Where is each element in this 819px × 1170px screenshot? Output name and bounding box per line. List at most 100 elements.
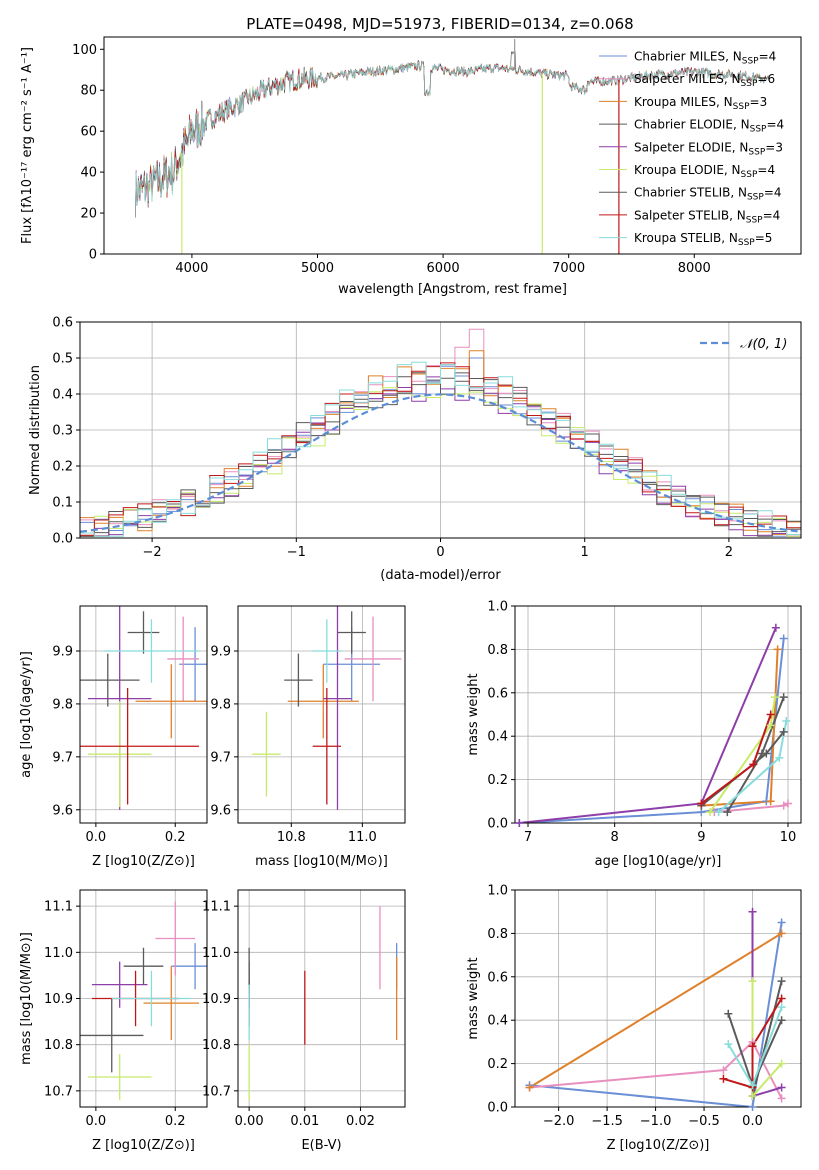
y-tick-label: 9.7 [52, 750, 73, 765]
mass_vs_Z-plot-area [80, 901, 207, 1101]
axes-frame [514, 605, 802, 824]
y-tick-label: 0.6 [487, 970, 508, 985]
spectrum-line [135, 61, 770, 218]
weight-marker [525, 1083, 534, 1092]
x-tick-label: 6000 [427, 261, 460, 276]
weight-marker [748, 1103, 757, 1111]
weight-marker [748, 907, 757, 916]
x-tick-label: 2 [725, 545, 733, 560]
y-axis-label: Normed distribution [28, 365, 43, 495]
x-tick-label: −0.5 [688, 1114, 720, 1129]
x-axis-label: E(B-V) [301, 1138, 341, 1153]
legend-entry: Chabrier ELODIE, NSSP=4 [634, 118, 784, 135]
y-tick-label: 0.2 [487, 773, 508, 788]
y-tick-label: 9.8 [210, 697, 231, 712]
error-point [312, 688, 342, 805]
weight-series-line [718, 720, 788, 813]
weight_vs_Z-panel: −2.0 −1.5 −1.0 −0.5 0.0 0.0 0.2 0.4 0.6 0.8 1.0 Z [… [466, 884, 802, 1153]
y-tick-label: 0.2 [52, 460, 73, 475]
y-tick-label: 0.6 [52, 316, 73, 331]
x-tick-label: 7000 [552, 261, 585, 276]
y-axis-label: age [log10(age/yr)] [19, 651, 34, 778]
y-tick-label: 0.4 [487, 1014, 508, 1029]
weight-marker [723, 808, 732, 817]
y-tick-label: 0 [89, 248, 97, 263]
y-tick-label: 10.8 [44, 1038, 73, 1053]
x-tick-label: 9 [697, 830, 705, 845]
weight-marker [771, 623, 780, 632]
y-tick-label: 9.6 [52, 803, 73, 818]
weight-marker [697, 799, 706, 808]
y-axis-label: Flux [fλ10⁻¹⁷ erg cm⁻² s⁻¹ A⁻¹] [20, 47, 35, 244]
error-point [171, 943, 207, 990]
y-tick-label: 0.2 [487, 1057, 508, 1072]
x-tick-label: 10 [780, 830, 797, 845]
weight-marker [719, 1074, 728, 1083]
error-point [127, 611, 160, 654]
residual_hist-plot-area [80, 328, 801, 537]
y-tick-label: 11.0 [44, 946, 73, 961]
error-point [123, 947, 164, 985]
error-point [167, 616, 200, 702]
legend-entry: Salpeter ELODIE, NSSP=3 [634, 140, 783, 157]
x-axis-label: (data-model)/error [380, 568, 501, 583]
x-axis-label: age [log10(age/yr)] [595, 854, 722, 869]
legend-entry: Kroupa MILES, NSSP=3 [634, 95, 767, 112]
y-tick-label: 0.3 [52, 424, 73, 439]
axes-frame [514, 889, 802, 1108]
weight-marker [779, 801, 788, 810]
weight-marker [714, 808, 723, 817]
weight_vs_age-plot-area [519, 627, 789, 823]
weight-marker [777, 994, 786, 1003]
x-tick-label: 0.02 [346, 1114, 375, 1129]
weight-series-line [528, 932, 783, 1089]
age_vs_mass-plot-area [252, 606, 402, 810]
legend-entry: Kroupa STELIB, NSSP=5 [634, 231, 772, 248]
x-tick-label: 5000 [301, 261, 334, 276]
error-point [87, 1053, 152, 1101]
weight-series-line [519, 638, 785, 823]
x-tick-label: 10.8 [277, 830, 306, 845]
figure-title: PLATE=0498, MJD=51973, FIBERID=0134, z=0… [246, 15, 633, 33]
x-axis-label: Z [log10(Z/Z⊙)] [92, 854, 195, 869]
mass_vs_Z-panel: 0.0 0.2 10.7 10.8 10.9 11.0 11.1 Z [log10(Z/Z⊙)… [19, 889, 208, 1153]
histogram-step [80, 361, 801, 537]
x-tick-label: 0 [436, 545, 444, 560]
legend-entry: Salpeter STELIB, NSSP=4 [634, 208, 780, 225]
y-axis-label: mass [log10(M/M⊙)] [19, 932, 34, 1065]
error-point [87, 701, 152, 808]
y-tick-label: 20 [80, 207, 97, 222]
weight-marker [749, 760, 758, 769]
x-tick-label: −2.0 [543, 1114, 575, 1129]
weight-marker [748, 1092, 757, 1101]
y-tick-label: 80 [80, 84, 97, 99]
y-tick-label: 0.6 [487, 686, 508, 701]
x-tick-label: 4000 [175, 261, 208, 276]
normal-curve [80, 393, 801, 533]
y-axis-label: mass weight [466, 957, 481, 1039]
x-tick-label: 0.0 [86, 830, 107, 845]
y-tick-label: 60 [80, 125, 97, 140]
residual_hist-panel: −2 −1 0 1 2 0.0 0.1 0.2 0.3 0.4 0.5 0.6 (data-model)… [28, 316, 802, 583]
axes-frame [103, 36, 802, 255]
weight_vs_age-panel: 7 8 9 10 0.0 0.2 0.4 0.6 0.8 1.0 age [log10(age/yr… [466, 600, 802, 869]
y-tick-label: 0.0 [52, 532, 73, 547]
y-axis-label: mass weight [466, 673, 481, 755]
y-tick-label: 0.8 [487, 643, 508, 658]
y-tick-label: 11.0 [202, 946, 231, 961]
error-point [252, 711, 281, 797]
y-tick-label: 0.4 [52, 388, 73, 403]
x-axis-label: mass [log10(M/M⊙)] [255, 854, 388, 869]
x-tick-label: 0.00 [235, 1114, 264, 1129]
y-tick-label: 9.7 [210, 750, 231, 765]
y-tick-label: 10.7 [44, 1084, 73, 1099]
legend-entry: Kroupa ELODIE, NSSP=4 [634, 163, 775, 180]
error-point [143, 966, 200, 1041]
x-tick-label: 0.2 [165, 830, 186, 845]
weight-series-line [727, 1013, 783, 1089]
error-point [284, 653, 313, 707]
x-axis-label: Z [log10(Z/Z⊙)] [607, 1138, 710, 1153]
y-tick-label: 1.0 [487, 600, 508, 615]
weight-marker [706, 808, 714, 817]
